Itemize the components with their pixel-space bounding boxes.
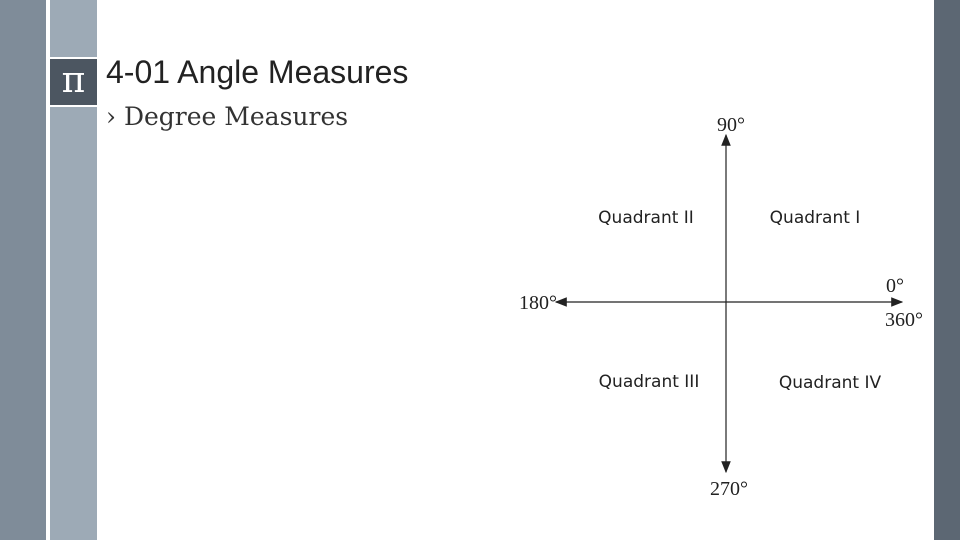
side-bar: [0, 0, 46, 540]
pi-icon: π: [50, 57, 97, 107]
subtitle: › Degree Measures: [106, 102, 349, 131]
quadrant-label: Quadrant II: [598, 208, 694, 228]
angle-label: 0°: [886, 275, 904, 297]
angle-label: 270°: [710, 478, 748, 500]
quadrant-label: Quadrant IV: [779, 373, 882, 393]
angle-label: 180°: [519, 292, 557, 314]
quadrant-label: Quadrant I: [770, 208, 861, 228]
side-bar: [934, 0, 960, 540]
quadrant-label: Quadrant III: [599, 372, 700, 392]
title: 4-01 Angle Measures: [106, 54, 409, 90]
angle-label: 90°: [717, 114, 745, 136]
angle-label: 360°: [885, 309, 923, 331]
